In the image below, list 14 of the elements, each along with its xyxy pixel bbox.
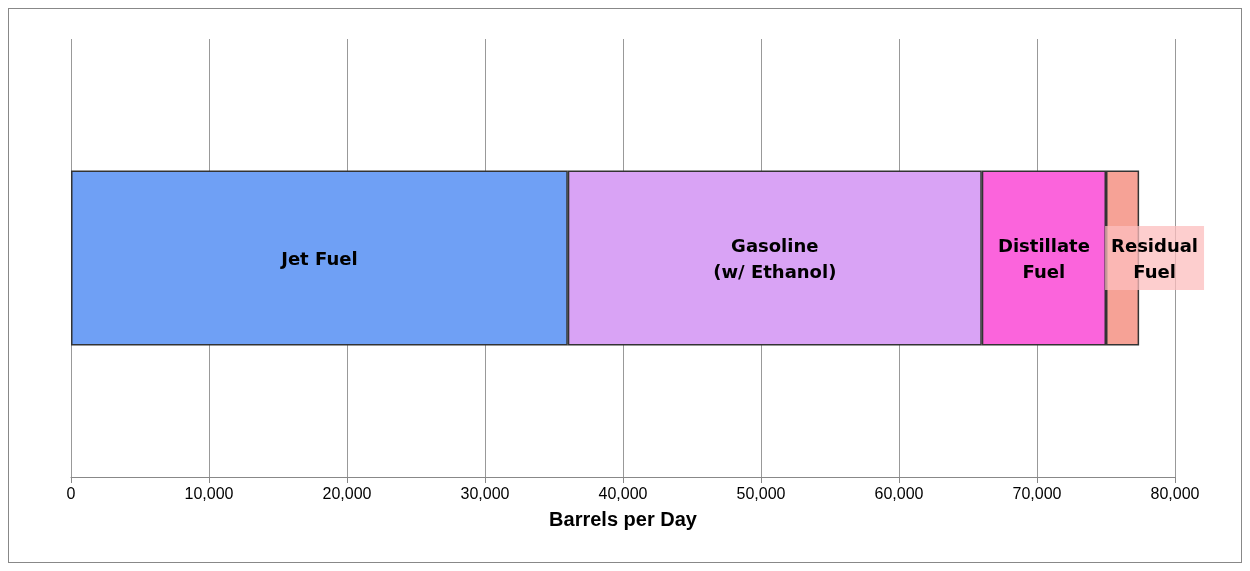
series-label: Distillate Fuel [997,234,1090,282]
x-tick-label: 20,000 [322,484,372,502]
x-tick-label: 0 [66,484,76,502]
x-tick-label: 60,000 [874,484,924,502]
x-tick-label: 30,000 [460,484,510,502]
x-tick-label: 70,000 [1012,484,1062,502]
x-axis-title: Barrels per Day [549,508,698,530]
x-tick-label: 10,000 [184,484,234,502]
series-label: Residual Fuel [1111,234,1199,282]
x-tick-label: 80,000 [1150,484,1200,502]
x-tick-label: 40,000 [598,484,648,502]
x-tick-label: 50,000 [736,484,786,502]
series-label: Jet Fuel [279,247,358,269]
series-label: Gasoline (w/ Ethanol) [713,234,837,282]
